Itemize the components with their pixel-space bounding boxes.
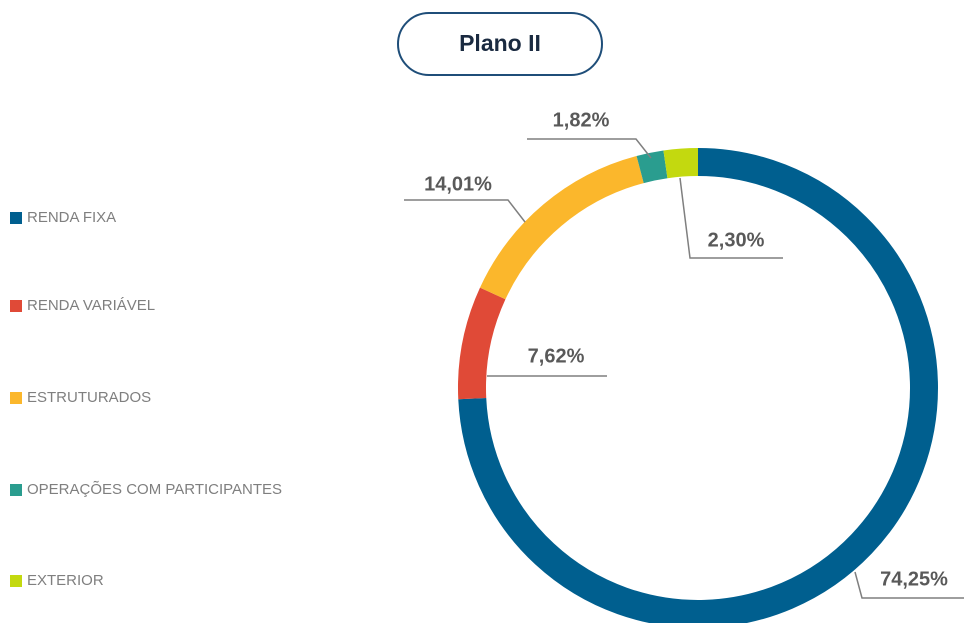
legend-label: RENDA VARIÁVEL	[27, 297, 155, 314]
donut-segment	[458, 148, 938, 623]
legend-swatch	[10, 392, 22, 404]
data-label: 14,01%	[424, 173, 492, 195]
legend-label: RENDA FIXA	[27, 209, 116, 226]
data-label: 1,82%	[553, 109, 610, 131]
legend-label: ESTRUTURADOS	[27, 389, 151, 406]
leader-line	[854, 571, 964, 599]
legend-label: EXTERIOR	[27, 572, 104, 589]
legend-swatch	[10, 575, 22, 587]
data-label: 2,30%	[708, 229, 765, 251]
data-label: 7,62%	[528, 345, 585, 367]
leader-line	[404, 199, 526, 223]
legend-label: OPERAÇÕES COM PARTICIPANTES	[27, 481, 282, 498]
legend-swatch	[10, 300, 22, 312]
leader-line	[527, 138, 652, 159]
title-box	[397, 12, 603, 76]
chart-title: Plano II	[459, 30, 541, 56]
donut-segment	[663, 148, 699, 179]
donut-segment	[458, 287, 506, 400]
donut-segment	[636, 150, 668, 184]
donut-segment	[480, 155, 644, 300]
legend-swatch	[10, 484, 22, 496]
leader-line	[679, 177, 783, 259]
data-label: 74,25%	[880, 568, 948, 590]
legend-swatch	[10, 212, 22, 224]
